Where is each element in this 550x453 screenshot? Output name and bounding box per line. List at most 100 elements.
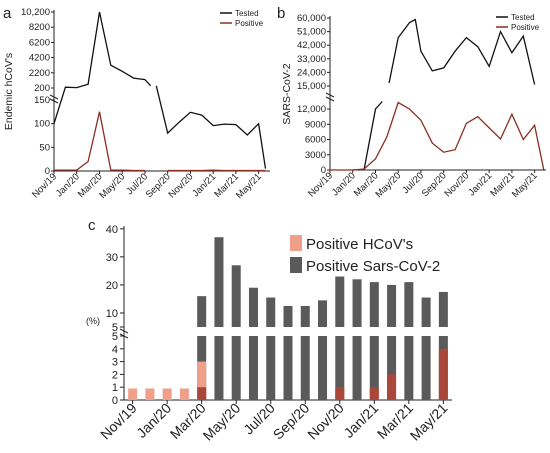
c-bar-sars-lower <box>421 336 431 400</box>
b-x-tick-label: Nov/20 <box>442 170 471 199</box>
c-bar-hcov <box>197 361 207 400</box>
b-x-tick-label: May/20 <box>374 170 404 200</box>
a-series-line-positive <box>54 111 145 172</box>
c-bar-sars-upper <box>266 297 276 327</box>
c-bar-overlap <box>335 387 345 400</box>
c-bar-sars-upper <box>197 296 207 327</box>
c-y-tick-label: 5 <box>112 331 118 343</box>
a-y-tick-label: 150 <box>34 95 50 106</box>
c-x-tick-label: May/20 <box>200 400 244 444</box>
b-axis-break-mark <box>325 96 335 102</box>
c-bar-sars-lower <box>369 336 379 400</box>
c-bar-sars-upper <box>404 282 414 327</box>
c-bar-sars-lower <box>404 336 414 400</box>
c-bar-sars-upper <box>335 276 345 327</box>
a-axis-break-mark <box>49 94 59 100</box>
a-legend-label: Tested <box>235 9 259 18</box>
c-legend-swatch <box>290 257 302 273</box>
a-y-tick-label: 50 <box>39 142 50 153</box>
c-bar-sars-upper <box>438 291 448 327</box>
b-y-tick-label: 9000 <box>305 119 326 130</box>
c-bar-sars-upper <box>231 265 241 327</box>
c-y-tick-label: 1 <box>112 382 118 394</box>
a-x-tick-label: May/21 <box>234 171 264 201</box>
c-y-tick-label: 10 <box>106 308 118 320</box>
c-bar-sars-upper <box>369 282 379 327</box>
c-bar-hcov <box>128 388 138 400</box>
a-x-tick-label: Nov/20 <box>166 171 195 200</box>
a-y-tick-label: 6200 <box>29 37 50 48</box>
c-bar-sars-upper <box>352 279 362 327</box>
c-bar-overlap <box>369 387 379 400</box>
b-axis-break-mark <box>325 92 335 98</box>
b-x-tick-label: May/21 <box>510 170 540 200</box>
b-y-tick-label: 3000 <box>305 150 326 161</box>
b-series-line-tested <box>352 101 383 171</box>
chart-panel-c: 510203040012345(%)Nov/19Jan/20Mar/20May/… <box>86 224 452 444</box>
c-axis-break-mark <box>119 328 129 334</box>
c-y-axis-label: (%) <box>86 316 100 326</box>
panel-label-b: b <box>277 5 285 22</box>
c-x-tick-label: Sep/20 <box>270 400 313 443</box>
c-bar-overlap <box>438 348 448 400</box>
c-bar-sars-lower <box>231 336 241 400</box>
a-x-tick-label: May/20 <box>98 171 128 201</box>
a-y-tick-label: 4200 <box>29 53 50 64</box>
c-legend-label: Positive HCoV's <box>306 236 413 253</box>
b-y-tick-label: 42,000 <box>297 40 326 51</box>
b-y-tick-label: 51,000 <box>297 27 326 38</box>
a-y-tick-label: 0 <box>45 166 50 177</box>
b-y-tick-label: 6000 <box>305 135 326 146</box>
c-y-tick-label: 4 <box>112 344 118 356</box>
c-bar-sars-lower <box>318 336 328 400</box>
b-y-tick-label: 33,000 <box>297 54 326 65</box>
c-y-tick-label: 20 <box>106 280 118 292</box>
a-series-line-tested <box>53 11 152 124</box>
chart-panel-b: 15,000 24,000 33,000 42,000 51,000 60,000 0 300… <box>281 13 546 200</box>
c-y-tick-label: 3 <box>112 357 118 369</box>
c-y-tick-label: 2 <box>112 369 118 381</box>
c-bar-sars-lower <box>352 336 362 400</box>
a-legend-label: Positive <box>235 19 264 28</box>
c-x-tick-label: Nov/19 <box>97 400 140 443</box>
b-y-axis-label: SARS-CoV-2 <box>281 63 293 124</box>
a-y-tick-label: 10,200 <box>21 7 50 18</box>
b-series-line-positive <box>330 101 545 171</box>
c-x-tick-label: Nov/20 <box>304 400 347 443</box>
c-bar-sars-upper <box>421 297 431 327</box>
b-y-tick-label: 15,000 <box>297 81 326 92</box>
c-legend-label: Positive Sars-CoV-2 <box>306 258 440 275</box>
c-bar-sars-lower <box>335 336 345 400</box>
c-bar-hcov <box>145 388 155 400</box>
c-legend-swatch <box>290 235 302 251</box>
c-x-tick-label: Jan/21 <box>340 400 381 441</box>
b-series-line-tested <box>388 18 536 85</box>
c-bar-overlap <box>387 374 397 400</box>
chart-panel-a: 200220042006200820010,200050100150Nov/19… <box>3 7 270 201</box>
c-bar-overlap <box>197 387 207 400</box>
c-bar-sars-lower <box>387 336 397 400</box>
b-legend-label: Tested <box>511 13 535 22</box>
c-bar-sars-upper <box>300 305 310 327</box>
b-y-tick-label: 12,000 <box>297 104 326 115</box>
c-bar-sars-upper <box>214 237 224 327</box>
c-bar-sars-lower <box>214 336 224 400</box>
c-y-tick-label: 40 <box>106 224 118 236</box>
b-legend-label: Positive <box>511 23 540 32</box>
c-bar-sars-upper <box>283 305 293 327</box>
a-y-tick-label: 100 <box>34 119 50 130</box>
c-bar-sars-upper <box>387 284 397 327</box>
c-bar-sars-upper <box>318 300 328 327</box>
c-bar-sars-lower <box>300 336 310 400</box>
panel-label-c: c <box>88 217 96 234</box>
b-y-tick-label: 60,000 <box>297 13 326 24</box>
c-bar-hcov <box>162 388 172 400</box>
a-y-tick-label: 8200 <box>29 22 50 33</box>
a-series-line-tested <box>155 85 267 169</box>
c-bar-sars-upper <box>248 287 258 327</box>
b-x-tick-label: Sep/20 <box>420 170 449 199</box>
c-y-tick-label: 5 <box>112 322 118 334</box>
c-bar-sars-lower <box>266 336 276 400</box>
a-y-tick-label: 2200 <box>29 68 50 79</box>
